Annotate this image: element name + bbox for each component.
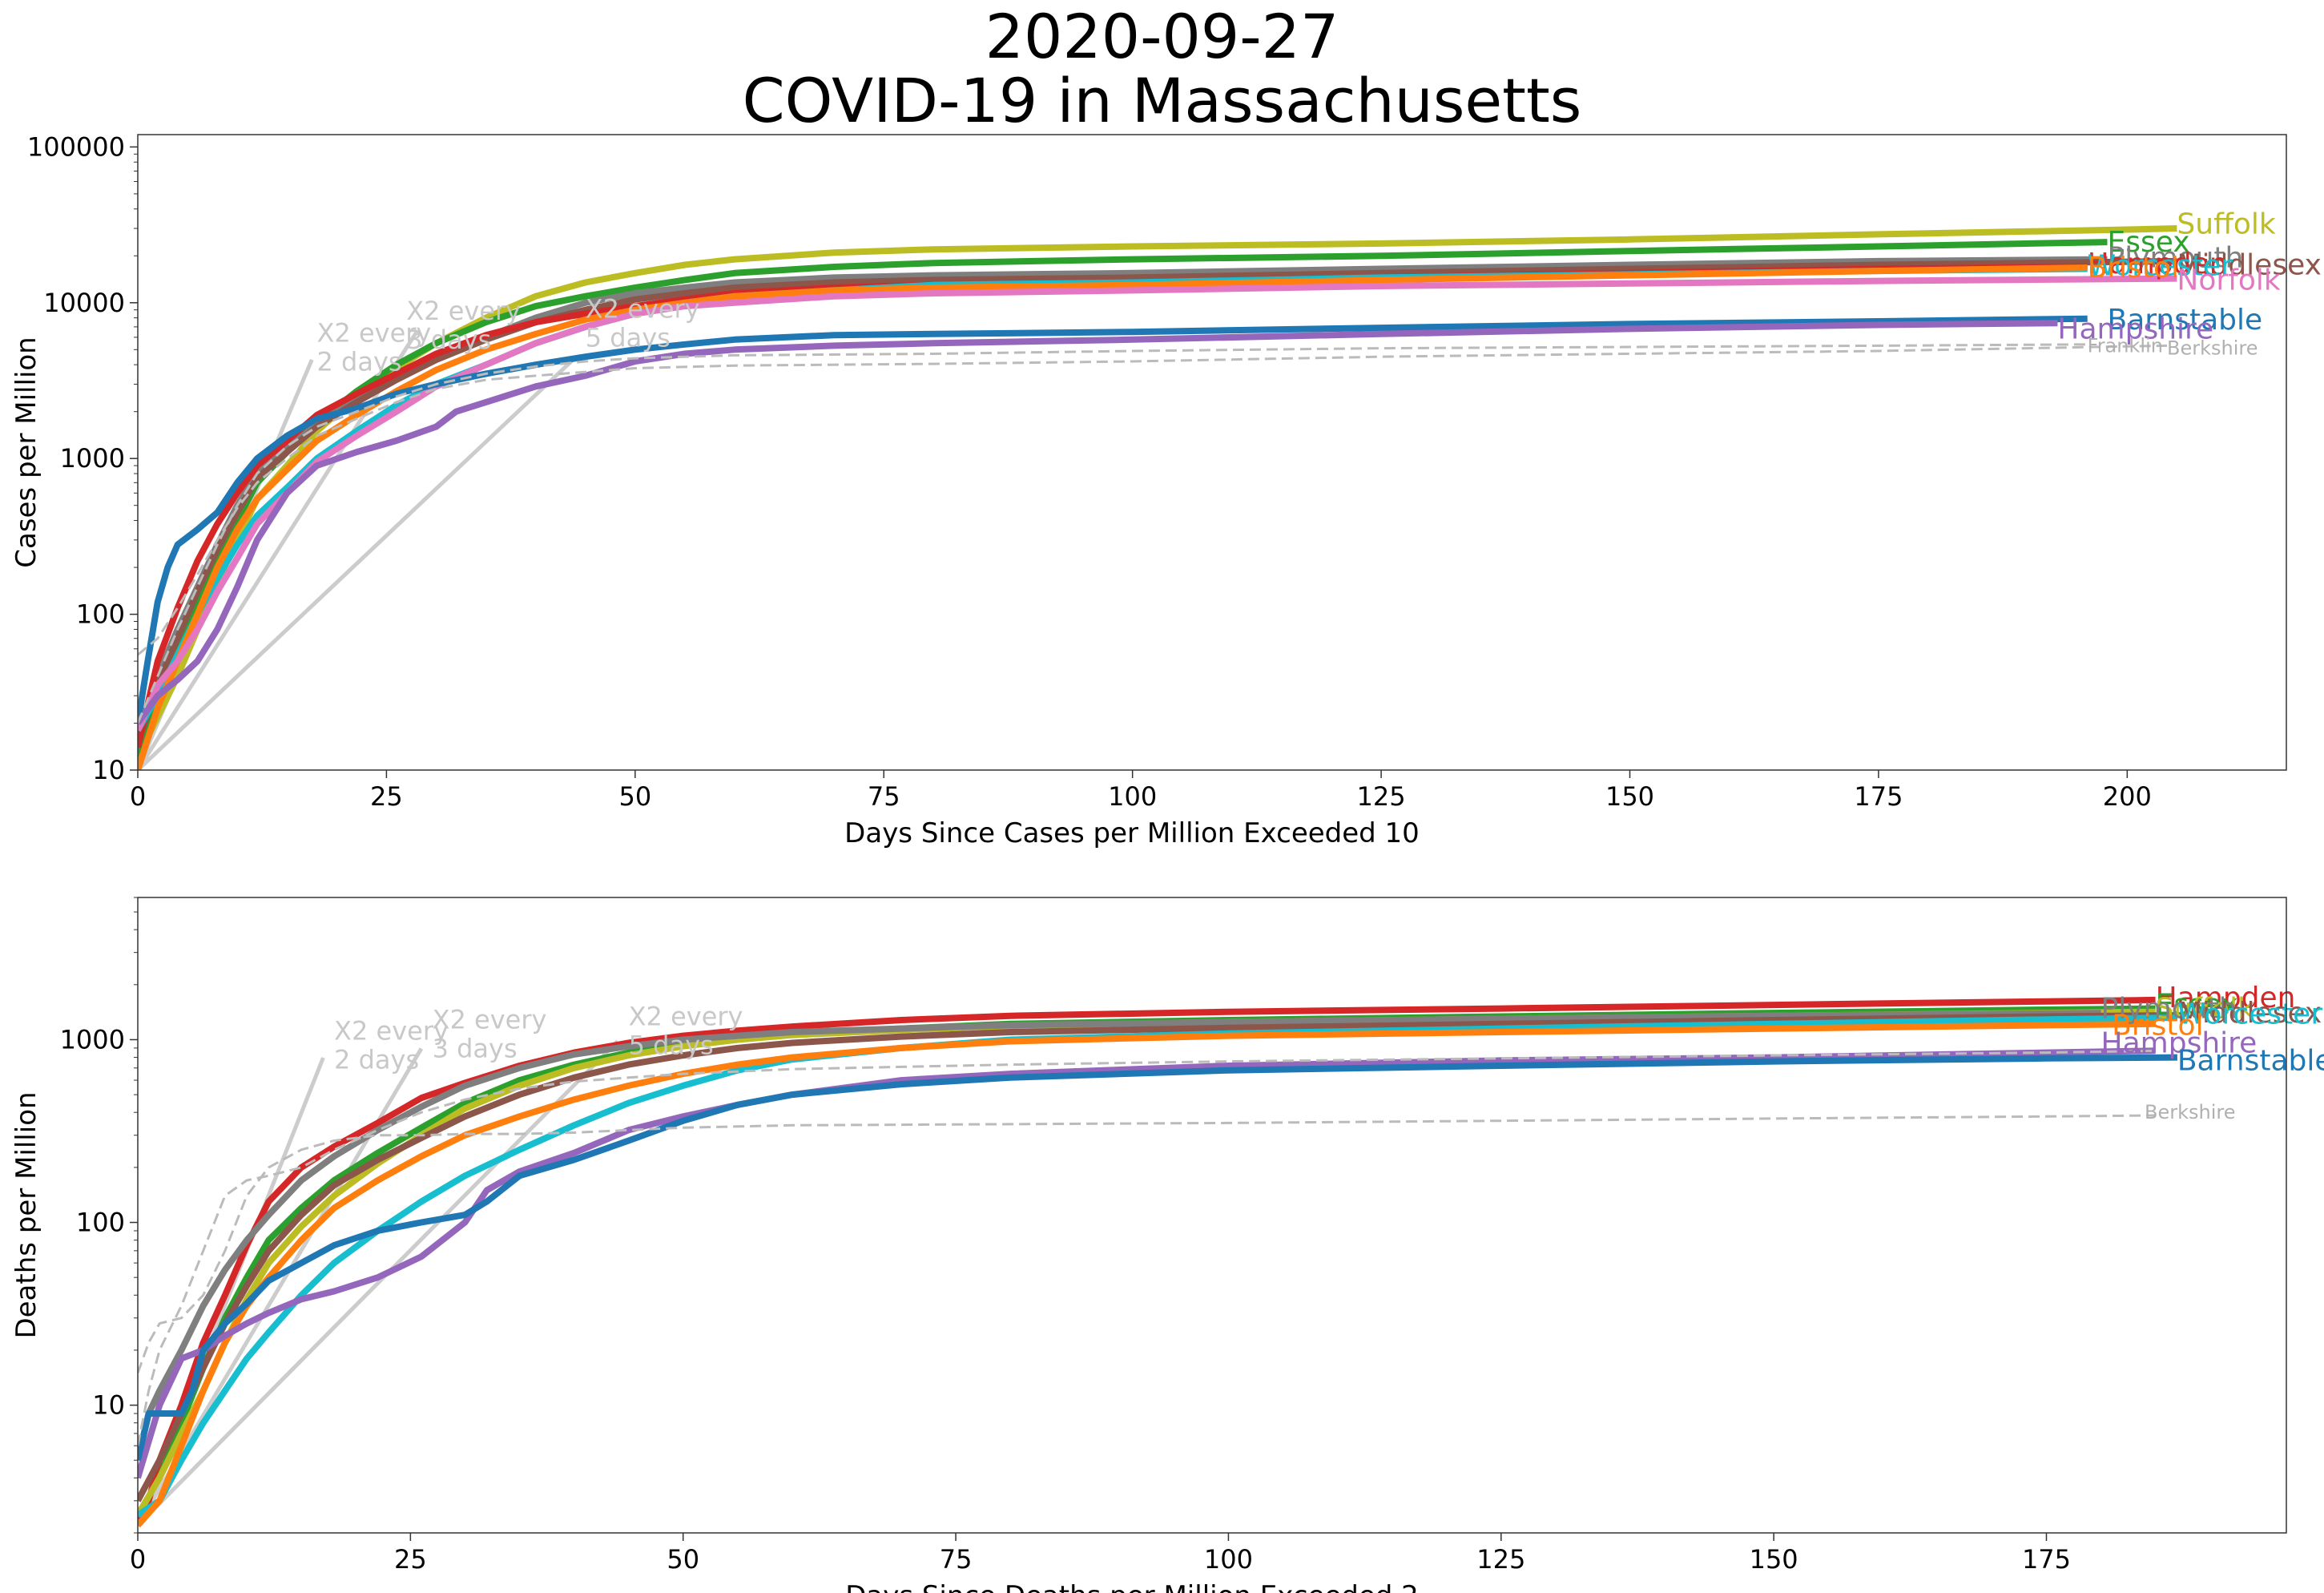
series-label-barnstable: Barnstable — [2177, 1044, 2324, 1077]
x-tick-label: 100 — [1108, 781, 1157, 812]
x-tick-label: 0 — [130, 781, 146, 812]
y-tick-label: 10000 — [43, 288, 125, 318]
x-axis-label: Days Since Cases per Million Exceeded 10 — [844, 817, 1420, 849]
series-line-essex — [138, 1005, 2156, 1517]
chart-title-date: 2020-09-27 — [985, 1, 1339, 72]
series-line-bristol — [138, 1020, 2156, 1528]
x-tick-label: 125 — [1357, 781, 1406, 812]
x-tick-label: 75 — [868, 781, 900, 812]
doubling-label-2d: X2 every 2 days — [334, 1015, 449, 1075]
doubling-label-2d: X2 every 2 days — [317, 318, 432, 377]
series-label-franklin: Franklin — [2088, 334, 2163, 357]
series-line-hampshire — [138, 320, 2058, 725]
series-line-hampshire — [138, 1047, 2156, 1479]
x-tick-label: 0 — [130, 1544, 146, 1575]
y-axis-label: Deaths per Million — [10, 1091, 42, 1338]
y-tick-label: 1000 — [60, 1024, 125, 1055]
series-label-hampshire: Hampshire — [2101, 1027, 2258, 1060]
y-tick-label: 100 — [76, 599, 125, 630]
series-label-bristol: Bristol — [2112, 1009, 2203, 1042]
series-label-suffolk: Suffolk — [2156, 993, 2254, 1026]
doubling-line-3d — [138, 331, 418, 770]
series-label-norfolk: Norfolk — [2177, 264, 2280, 296]
series-line-middlesex — [138, 257, 2177, 744]
series-label-hampden: Hampden — [2156, 982, 2296, 1014]
x-tick-label: 175 — [1854, 781, 1903, 812]
x-tick-label: 25 — [370, 781, 403, 812]
series-line-bristol — [138, 264, 2088, 770]
series-label-hampshire: Hampshire — [2057, 313, 2213, 345]
x-tick-label: 75 — [940, 1544, 973, 1575]
x-tick-label: 150 — [1605, 781, 1654, 812]
series-label-middlesex: Middlesex — [2177, 249, 2322, 282]
series-line-barnstable — [138, 1054, 2177, 1462]
series-label-berkshire: Berkshire — [2167, 337, 2258, 360]
series-line-berkshire — [138, 344, 2168, 656]
x-tick-label: 100 — [1204, 1544, 1253, 1575]
series-label-barnstable: Barnstable — [2108, 304, 2263, 337]
x-tick-label: 200 — [2103, 781, 2152, 812]
series-line-plymouth — [138, 1010, 2101, 1462]
x-tick-label: 125 — [1476, 1544, 1525, 1575]
y-axis-label: Cases per Million — [10, 337, 42, 568]
series-line-suffolk — [138, 1008, 2156, 1517]
series-line-franklin — [138, 343, 2088, 724]
axes-frame-1 — [137, 134, 2287, 771]
series-label-worcester: Worcester — [2177, 998, 2322, 1031]
x-tick-label: 50 — [667, 1544, 699, 1575]
series-line-unlabeled-10 — [138, 1049, 2156, 1446]
series-label-worcester: Worcester — [2088, 250, 2233, 283]
x-tick-label: 175 — [2022, 1544, 2071, 1575]
doubling-label-3d: X2 every 3 days — [433, 1005, 547, 1064]
y-tick-label: 10 — [92, 1390, 125, 1421]
series-line-berkshire — [138, 1114, 2156, 1373]
plot-area-1 — [138, 225, 2177, 770]
series-label-middlesex: Middlesex — [2177, 997, 2322, 1030]
series-label-berkshire: Berkshire — [2145, 1101, 2235, 1123]
chart-title-main: COVID-19 in Massachusetts — [742, 65, 1582, 136]
x-axis-label: Days Since Deaths per Million Exceeded 2 — [845, 1580, 1419, 1593]
series-label-suffolk: Suffolk — [2177, 208, 2275, 241]
y-tick-label: 100000 — [27, 131, 125, 162]
y-tick-label: 1000 — [60, 443, 125, 474]
x-tick-label: 25 — [394, 1544, 427, 1575]
y-tick-label: 10 — [92, 755, 125, 785]
doubling-line-5d — [138, 356, 578, 770]
series-line-norfolk — [138, 275, 2177, 732]
series-label-plymouth: Plymouth — [2101, 993, 2237, 1026]
doubling-line-5d — [138, 1039, 619, 1527]
series-label-essex: Essex — [2108, 226, 2190, 259]
axes-frame-2 — [137, 897, 2287, 1534]
series-label-essex: Essex — [2156, 988, 2238, 1021]
doubling-label-5d: X2 every 5 days — [629, 1001, 743, 1060]
series-line-barnstable — [138, 315, 2088, 724]
x-tick-label: 50 — [618, 781, 651, 812]
doubling-label-3d: X2 every 3 days — [406, 296, 521, 355]
x-tick-label: 150 — [1750, 1544, 1798, 1575]
series-label-hampden: Hampden — [2088, 248, 2228, 280]
doubling-label-5d: X2 every 5 days — [586, 294, 700, 353]
series-label-bristol: Bristol — [2088, 252, 2179, 284]
series-label-plymouth: Plymouth — [2108, 241, 2244, 274]
y-tick-label: 100 — [76, 1208, 125, 1238]
series-line-hampden — [138, 996, 2156, 1527]
plot-area-2 — [138, 996, 2177, 1528]
